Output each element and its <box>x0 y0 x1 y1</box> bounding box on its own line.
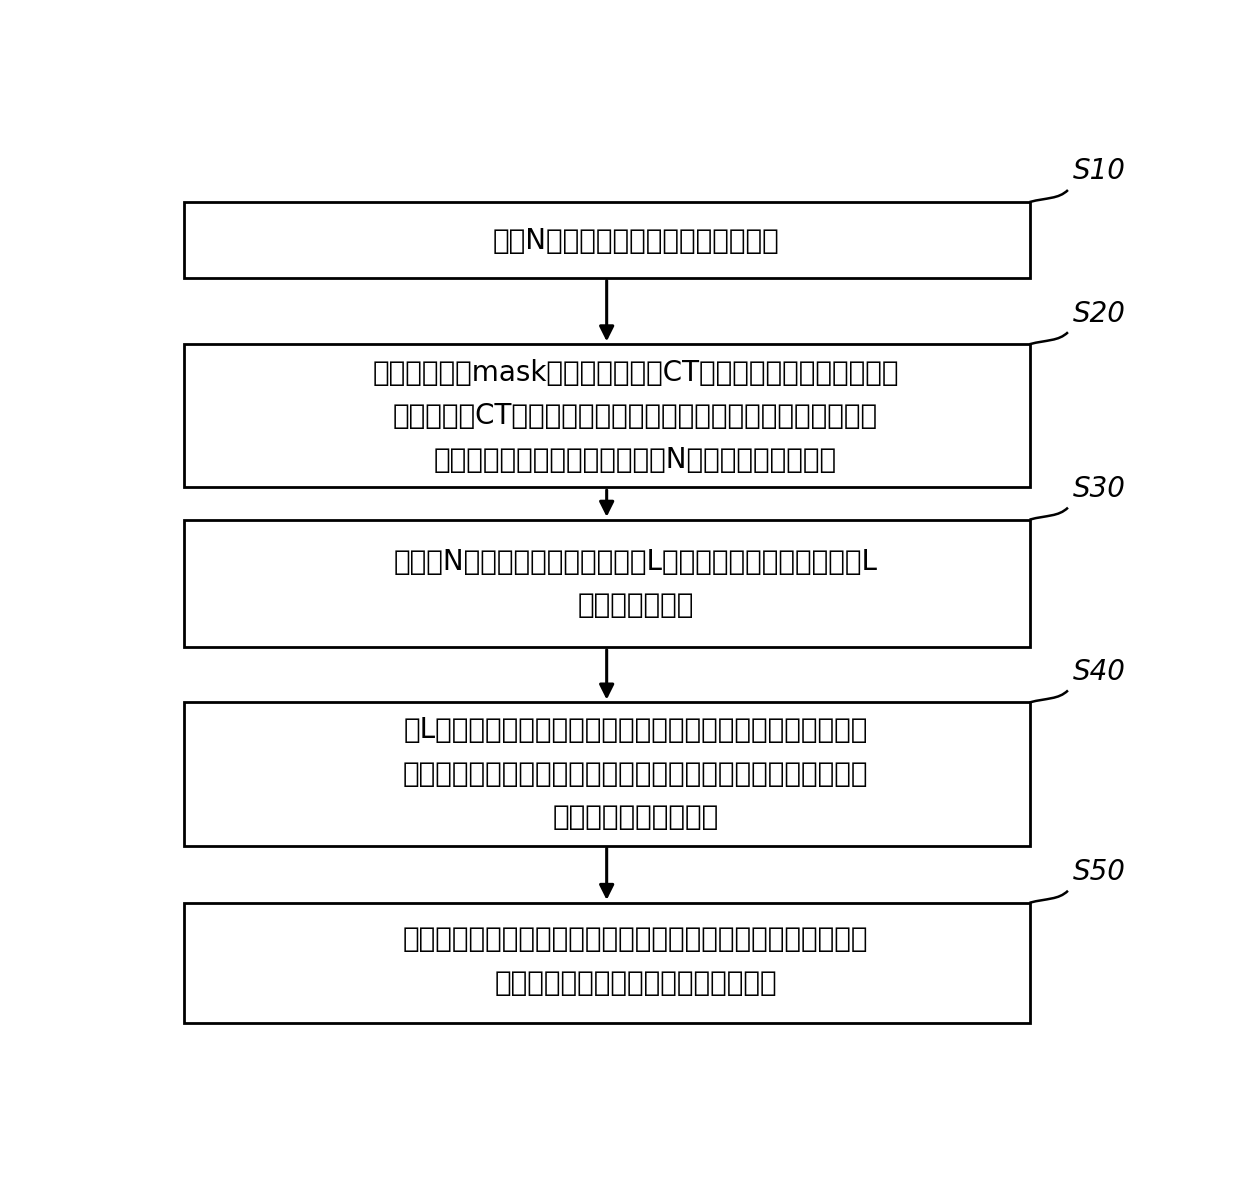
Text: S30: S30 <box>1073 475 1126 504</box>
Text: S40: S40 <box>1073 658 1126 686</box>
Text: S50: S50 <box>1073 858 1126 886</box>
Text: 根据各个所述mask图像对各个所述CT平扫图像进行靶区勾画，得
到各个所述CT平扫图像的感兴趣区域，对各个所述感兴趣区域进
行放射组学特性数据提取，得到N个放射: 根据各个所述mask图像对各个所述CT平扫图像进行靶区勾画，得 到各个所述CT平… <box>372 359 899 474</box>
Bar <box>184 519 1029 647</box>
Text: S10: S10 <box>1073 157 1126 186</box>
Text: 对L套投影特性数据分别进行多个分类器训练，得到各个分类器
的预测矩阵和训练后的各个分类器，根据各个分类器的预测矩阵
设置各个分类器的权重: 对L套投影特性数据分别进行多个分类器训练，得到各个分类器 的预测矩阵和训练后的各… <box>403 716 868 831</box>
Text: 获取N个描述肾小肿块的目标对象数据: 获取N个描述肾小肿块的目标对象数据 <box>492 227 779 255</box>
Text: 将所述N个放射组学特性数据通过L个随机投影矩阵投影，得到L
套投影特性数据: 将所述N个放射组学特性数据通过L个随机投影矩阵投影，得到L 套投影特性数据 <box>393 548 878 619</box>
Bar <box>184 203 1029 278</box>
Text: 采用训练后的各个分类器根据相应的权重对待分类数据进行融合
处理，以确定所述对待分类数据的类别: 采用训练后的各个分类器根据相应的权重对待分类数据进行融合 处理，以确定所述对待分… <box>403 926 868 996</box>
Text: S20: S20 <box>1073 300 1126 327</box>
Bar <box>184 903 1029 1023</box>
Bar <box>184 703 1029 845</box>
Bar <box>184 344 1029 487</box>
